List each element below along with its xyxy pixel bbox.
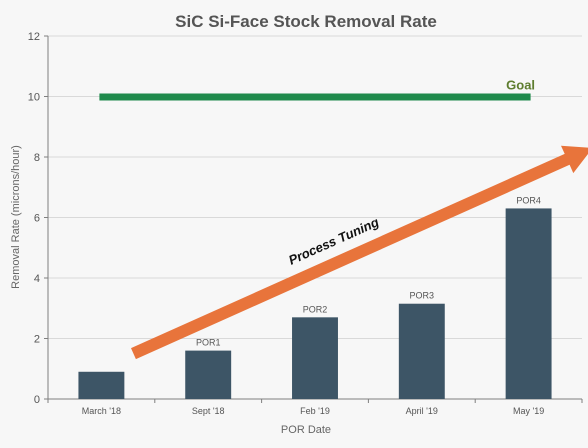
- bar-data-label-4: POR4: [516, 195, 541, 205]
- bar-1: [185, 350, 232, 399]
- bar-3: [398, 303, 445, 399]
- plot-area: 0 2 4 6 8 10 12 March '18 Sept '18 POR1 Feb '19 POR…: [28, 31, 588, 416]
- category-label-0: March '18: [82, 406, 121, 416]
- process-tuning-arrow: [131, 145, 588, 360]
- goal-label: Goal: [506, 78, 535, 93]
- bar-data-label-1: POR1: [196, 338, 221, 348]
- bar-4: [505, 208, 552, 399]
- bar-data-label-3: POR3: [410, 291, 435, 301]
- y-tick-label-0: 0: [34, 394, 40, 406]
- y-tick-label-2: 4: [34, 273, 40, 285]
- y-tick-label-1: 2: [34, 334, 40, 346]
- y-tick-label-4: 8: [34, 152, 40, 164]
- goal-line: [99, 93, 531, 101]
- y-tick-label-6: 12: [28, 31, 40, 43]
- y-tick-label-5: 10: [28, 92, 40, 104]
- y-axis-label: Removal Rate (microns/hour): [10, 145, 22, 289]
- category-label-4: May '19: [513, 406, 544, 416]
- bar-data-label-2: POR2: [303, 304, 328, 314]
- category-label-1: Sept '18: [192, 406, 225, 416]
- x-axis-label: POR Date: [281, 424, 331, 436]
- bar-2: [292, 317, 338, 399]
- category-label-2: Feb '19: [300, 406, 330, 416]
- chart-title: SiC Si-Face Stock Removal Rate: [175, 12, 437, 31]
- category-label-3: April '19: [406, 406, 438, 416]
- y-tick-label-3: 6: [34, 213, 40, 225]
- bar-0: [78, 371, 125, 399]
